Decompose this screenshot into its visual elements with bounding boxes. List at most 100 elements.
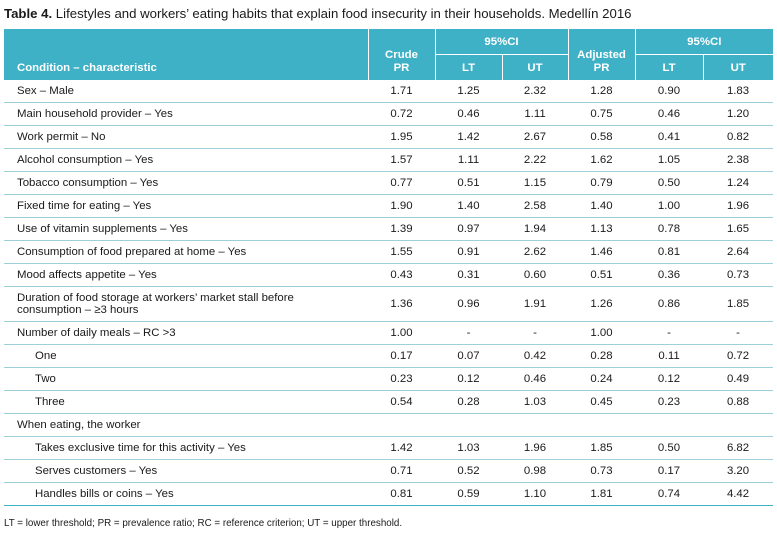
header-ut-crude: UT: [502, 54, 569, 80]
cell-lt-crude: 0.96: [435, 286, 502, 322]
cell-lt-crude: 0.91: [435, 240, 502, 264]
cell-lt-crude: [435, 413, 502, 437]
results-table: Condition – characteristic Crude PR 95%CI…: [4, 29, 774, 506]
cell-lt-adjusted: 0.78: [635, 217, 704, 241]
cell-ut-crude: 1.94: [502, 217, 569, 241]
header-ci-crude: 95%CI: [435, 29, 569, 55]
header-adjusted-line2: PR: [593, 62, 610, 74]
cell-lt-crude: 0.31: [435, 263, 502, 287]
table-row: Use of vitamin supplements – Yes 1.39 0.…: [4, 217, 774, 241]
cell-lt-crude: 0.97: [435, 217, 502, 241]
table-label: Table 4.: [4, 6, 53, 21]
cell-ut-crude: 2.67: [502, 125, 569, 149]
row-label: Takes exclusive time for this activity –…: [4, 436, 368, 460]
cell-lt-adjusted: 0.12: [635, 367, 704, 391]
cell-ut-adjusted: 3.20: [703, 459, 774, 483]
header-lt-crude: LT: [435, 54, 503, 80]
cell-ut-adjusted: 2.64: [703, 240, 774, 264]
table-row: Takes exclusive time for this activity –…: [4, 436, 774, 460]
table-row: Three 0.54 0.28 1.03 0.45 0.23 0.88: [4, 390, 774, 414]
row-label: Mood affects appetite – Yes: [4, 263, 368, 287]
cell-adjusted-pr: 0.24: [568, 367, 636, 391]
cell-crude-pr: 0.17: [368, 344, 435, 368]
table-row: Alcohol consumption – Yes 1.57 1.11 2.22…: [4, 148, 774, 172]
table-row: Mood affects appetite – Yes 0.43 0.31 0.…: [4, 263, 774, 287]
table-row: Consumption of food prepared at home – Y…: [4, 240, 774, 264]
cell-ut-crude: -: [502, 321, 569, 345]
row-label: Tobacco consumption – Yes: [4, 171, 368, 195]
cell-ut-crude: 0.42: [502, 344, 569, 368]
cell-crude-pr: 1.39: [368, 217, 435, 241]
table-row: Sex – Male 1.71 1.25 2.32 1.28 0.90 1.83: [4, 80, 774, 103]
cell-lt-adjusted: [635, 413, 704, 437]
row-label-line1: Duration of food storage at workers’ mar…: [17, 292, 294, 304]
cell-crude-pr: 1.55: [368, 240, 435, 264]
cell-ut-adjusted: 0.82: [703, 125, 774, 149]
cell-lt-adjusted: 0.11: [635, 344, 704, 368]
table-title: Lifestyles and workers’ eating habits th…: [52, 6, 632, 21]
cell-lt-crude: 1.25: [435, 80, 502, 103]
cell-lt-adjusted: 0.74: [635, 482, 704, 506]
table-row: Fixed time for eating – Yes 1.90 1.40 2.…: [4, 194, 774, 218]
cell-ut-adjusted: 1.65: [703, 217, 774, 241]
table-row: Two 0.23 0.12 0.46 0.24 0.12 0.49: [4, 367, 774, 391]
cell-lt-crude: -: [435, 321, 502, 345]
cell-crude-pr: 0.77: [368, 171, 435, 195]
table-row: Tobacco consumption – Yes 0.77 0.51 1.15…: [4, 171, 774, 195]
cell-lt-crude: 1.42: [435, 125, 502, 149]
cell-crude-pr: 0.71: [368, 459, 435, 483]
row-label-line2: consumption – ≥3 hours: [17, 304, 139, 316]
cell-crude-pr: 1.00: [368, 321, 435, 345]
cell-adjusted-pr: 1.40: [568, 194, 636, 218]
cell-ut-adjusted: 0.73: [703, 263, 774, 287]
cell-lt-adjusted: 0.46: [635, 102, 704, 126]
cell-lt-adjusted: 1.05: [635, 148, 704, 172]
cell-ut-adjusted: [703, 413, 774, 437]
cell-crude-pr: 1.36: [368, 286, 435, 322]
table-row: When eating, the worker: [4, 413, 774, 437]
header-crude-line1: Crude: [385, 49, 418, 61]
cell-lt-crude: 1.40: [435, 194, 502, 218]
table-row: Duration of food storage at workers’ mar…: [4, 286, 774, 322]
header-adjusted-line1: Adjusted: [577, 49, 626, 61]
cell-crude-pr: 0.54: [368, 390, 435, 414]
cell-adjusted-pr: 0.28: [568, 344, 636, 368]
cell-ut-crude: 2.62: [502, 240, 569, 264]
cell-adjusted-pr: 1.62: [568, 148, 636, 172]
row-label: One: [4, 344, 368, 368]
row-label: Number of daily meals – RC >3: [4, 321, 368, 345]
table-row: Main household provider – Yes 0.72 0.46 …: [4, 102, 774, 126]
cell-ut-crude: [502, 413, 569, 437]
header-ci-adjusted: 95%CI: [635, 29, 774, 55]
cell-ut-crude: 2.32: [502, 80, 569, 103]
cell-lt-crude: 1.11: [435, 148, 502, 172]
cell-lt-crude: 0.59: [435, 482, 502, 506]
cell-adjusted-pr: 0.79: [568, 171, 636, 195]
cell-crude-pr: 1.95: [368, 125, 435, 149]
cell-crude-pr: 1.90: [368, 194, 435, 218]
table-row: Handles bills or coins – Yes 0.81 0.59 1…: [4, 482, 774, 506]
row-label: Main household provider – Yes: [4, 102, 368, 126]
cell-ut-crude: 1.03: [502, 390, 569, 414]
cell-adjusted-pr: 0.45: [568, 390, 636, 414]
cell-lt-adjusted: 0.36: [635, 263, 704, 287]
cell-adjusted-pr: [568, 413, 636, 437]
table-row: One 0.17 0.07 0.42 0.28 0.11 0.72: [4, 344, 774, 368]
cell-lt-adjusted: 0.23: [635, 390, 704, 414]
cell-adjusted-pr: 0.51: [568, 263, 636, 287]
cell-lt-adjusted: 0.90: [635, 80, 704, 103]
table-header: Condition – characteristic Crude PR 95%CI…: [4, 29, 774, 80]
row-label: Use of vitamin supplements – Yes: [4, 217, 368, 241]
cell-ut-adjusted: 0.88: [703, 390, 774, 414]
row-label: Alcohol consumption – Yes: [4, 148, 368, 172]
header-adjusted-pr: Adjusted PR: [568, 29, 636, 80]
cell-adjusted-pr: 1.28: [568, 80, 636, 103]
cell-ut-adjusted: 2.38: [703, 148, 774, 172]
cell-ut-adjusted: 4.42: [703, 482, 774, 506]
cell-lt-crude: 0.12: [435, 367, 502, 391]
row-label: Duration of food storage at workers’ mar…: [4, 286, 368, 322]
row-label: Sex – Male: [4, 80, 368, 103]
cell-lt-adjusted: 0.41: [635, 125, 704, 149]
cell-lt-crude: 0.52: [435, 459, 502, 483]
cell-ut-crude: 0.60: [502, 263, 569, 287]
